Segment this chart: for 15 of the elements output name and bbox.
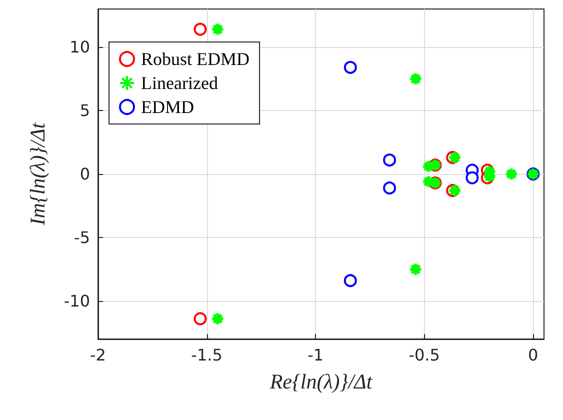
y-tick-label: 0 [80,164,90,184]
x-tick-label: -0.5 [408,346,440,364]
x-tick-label: 0 [528,346,538,364]
legend-label: Linearized [141,73,218,93]
y-tick-label: -5 [74,228,90,247]
y-tick-label: 5 [80,101,90,120]
y-tick-label: 10 [70,38,90,57]
y-tick-label: -10 [64,291,90,310]
y-axis-title: Im{ln(λ)}/Δt [26,122,50,226]
legend-label: Robust EDMD [141,49,250,69]
x-tick-label: -2 [90,346,106,364]
x-axis-title: Re{ln(λ)}/Δt [268,370,374,394]
x-tick-label: -1.5 [191,346,222,364]
x-tick-label: -1 [308,346,324,364]
legend-label: EDMD [141,97,194,117]
